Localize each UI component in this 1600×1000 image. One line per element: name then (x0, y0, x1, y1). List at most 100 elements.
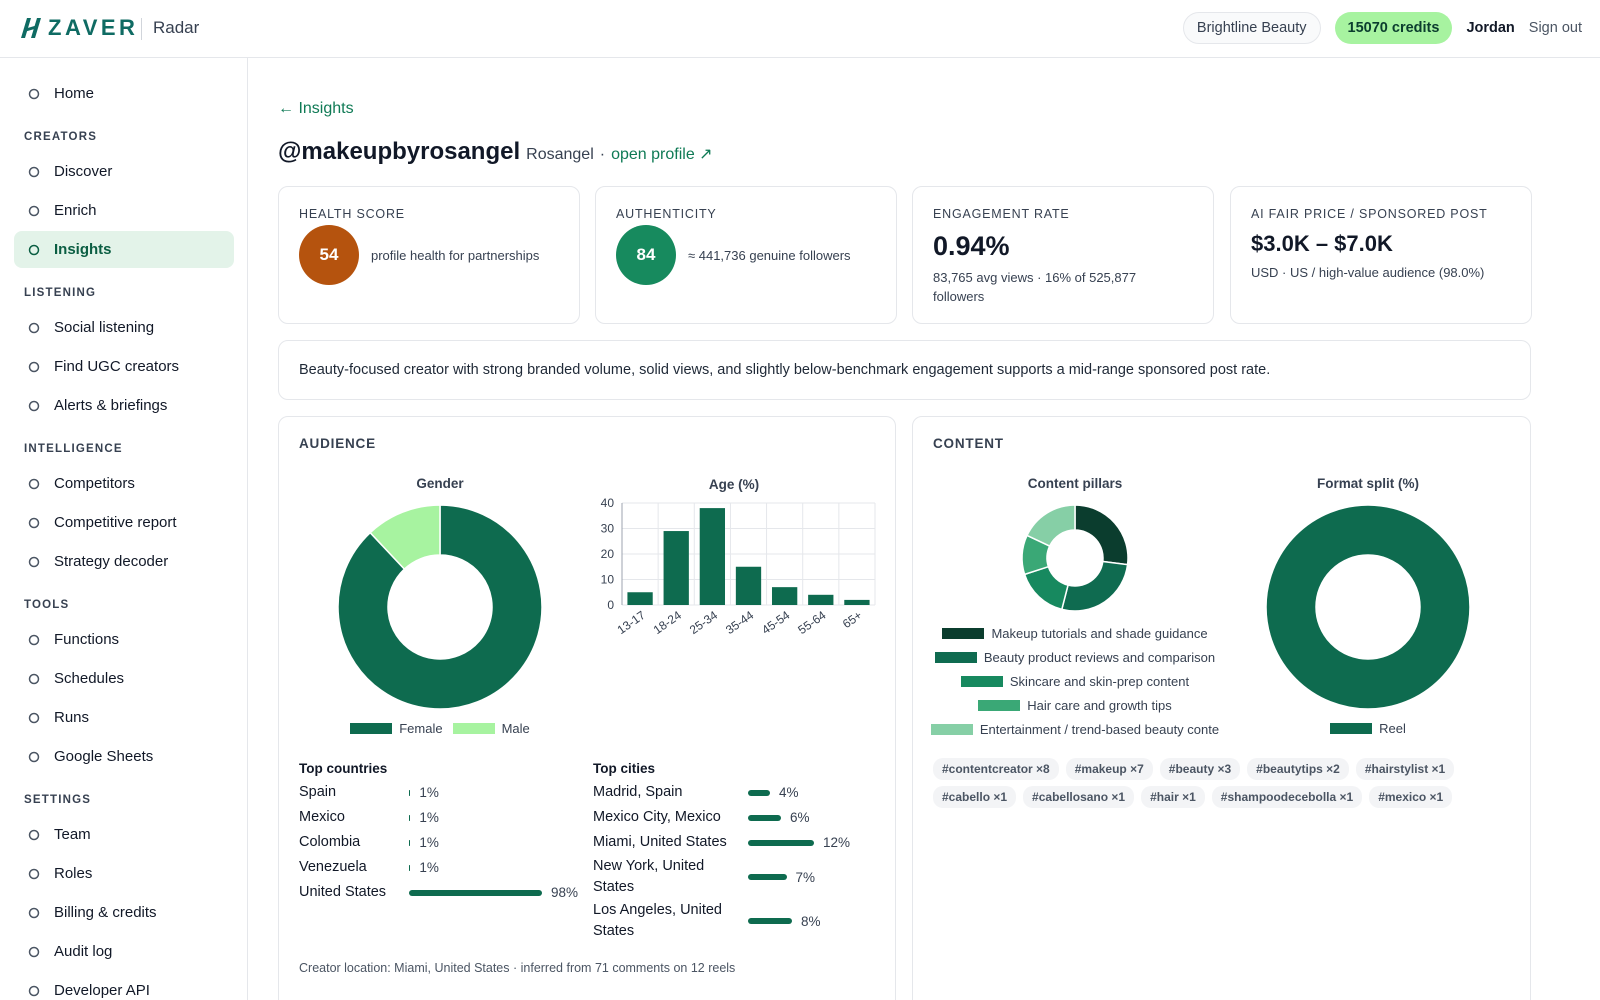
legend-item: Beauty product reviews and comparison (934, 647, 1216, 667)
tag[interactable]: #shampoodecebolla ×1 (1211, 786, 1363, 808)
nav-item[interactable]: Competitive report (14, 504, 234, 541)
icon-shape (28, 673, 40, 684)
list-value: 4% (779, 785, 799, 800)
user-name: Jordan (1466, 20, 1515, 36)
workspace-pill[interactable]: Brightline Beauty (1182, 12, 1321, 44)
tag[interactable]: #cabellosano ×1 (1023, 786, 1135, 808)
nav-label: Competitive report (54, 514, 177, 531)
x-tick-label: 25-34 (687, 608, 720, 637)
list-bar (748, 874, 787, 880)
y-tick-label: 0 (607, 598, 614, 612)
legend-swatch (934, 651, 977, 663)
donut-slice (1265, 504, 1471, 710)
legend-swatch (452, 722, 495, 734)
nav-icon (28, 712, 40, 723)
chart: Gender Female Male (330, 470, 550, 738)
list-bar-cell: 6% (748, 810, 810, 825)
tag[interactable]: #hairstylist ×1 (1355, 758, 1455, 780)
nav-label: Roles (54, 865, 93, 882)
legend-swatch (942, 627, 985, 639)
nav-section-title: TOOLS (24, 599, 70, 611)
icon-shape (28, 829, 40, 840)
nav-item[interactable]: Discover (14, 153, 234, 190)
nav-label: Billing & credits (54, 904, 157, 921)
x-tick-label: 45-54 (759, 608, 792, 637)
nav-item[interactable]: Team (14, 816, 234, 853)
legend-label: Entertainment / trend-based beauty conte (979, 721, 1220, 737)
tag[interactable]: #makeup ×7 (1065, 758, 1153, 780)
nav-item[interactable]: Developer API (14, 972, 234, 1000)
nav-item[interactable]: Competitors (14, 465, 234, 502)
nav-item[interactable]: Strategy decoder (14, 543, 234, 580)
bar (808, 594, 834, 605)
list-name: New York, United States (593, 858, 705, 895)
nav-item[interactable]: Insights (14, 231, 234, 268)
nav-item[interactable]: Find UGC creators (14, 348, 234, 385)
product-name: Radar (153, 18, 200, 37)
donut-slice (1074, 504, 1129, 566)
metric-value: 0.94% (933, 231, 1010, 261)
back-link[interactable]: ← Insights (278, 100, 354, 117)
legend-swatch (350, 722, 393, 734)
tag[interactable]: #hair ×1 (1141, 786, 1205, 808)
metric-label: AUTHENTICITY (616, 207, 717, 221)
nav-item[interactable]: Alerts & briefings (14, 387, 234, 424)
list-name: Colombia (299, 834, 361, 850)
y-tick-label: 40 (601, 496, 615, 510)
tag[interactable]: #mexico ×1 (1369, 786, 1453, 808)
profile-header: @makeupbyrosangel Rosangel · open profil… (278, 138, 713, 166)
tag[interactable]: #contentcreator ×8 (933, 758, 1059, 780)
sign-out[interactable]: Sign out (1528, 20, 1582, 36)
nav-section-title: INTELLIGENCE (24, 443, 123, 455)
nav-item[interactable]: Schedules (14, 660, 234, 697)
chart-title: Format split (%) (1316, 476, 1419, 491)
tag[interactable]: #beautytips ×2 (1247, 758, 1349, 780)
audience-card (278, 416, 896, 1000)
nav-item[interactable]: Home (14, 75, 234, 112)
list-row: Mexico 1% (299, 805, 578, 830)
nav-item[interactable]: Audit log (14, 933, 234, 970)
icon-shape (28, 634, 40, 645)
list-bar-cell: 98% (409, 885, 578, 900)
list-bar-cell: 12% (748, 835, 850, 850)
list-row: United States 98% (299, 880, 578, 905)
nav-label: Enrich (54, 202, 97, 219)
bar (699, 508, 726, 605)
bar (627, 592, 653, 605)
chart: Format split (%) Reel (1258, 470, 1478, 738)
nav-item[interactable]: Roles (14, 855, 234, 892)
nav-item[interactable]: Google Sheets (14, 738, 234, 775)
list-value: 1% (419, 785, 439, 800)
bar (663, 531, 689, 605)
nav-icon (28, 556, 40, 567)
list-value: 7% (795, 869, 816, 885)
nav-icon (28, 673, 40, 684)
logo-icon (21, 18, 41, 38)
tag-list: #contentcreator ×8 #makeup ×7 #beauty ×3 #b… (933, 758, 1523, 808)
nav-label: Functions (54, 631, 120, 648)
icon-shape (28, 322, 40, 333)
donut (337, 504, 543, 710)
tag[interactable]: #cabello ×1 (933, 786, 1017, 808)
nav-item[interactable]: Enrich (14, 192, 234, 229)
nav-item[interactable]: Social listening (14, 309, 234, 346)
score-badge: 84 (616, 225, 676, 285)
icon-shape (28, 88, 40, 99)
legend-swatch (978, 699, 1021, 711)
list-value: 12% (823, 835, 851, 850)
legend-swatch (1330, 722, 1373, 734)
nav-item[interactable]: Billing & credits (14, 894, 234, 931)
legend-label: Beauty product reviews and comparison (983, 649, 1216, 665)
icon-shape (28, 751, 40, 762)
metric-label: AI FAIR PRICE / SPONSORED POST (1251, 207, 1488, 221)
list-row: Miami, United States 12% (593, 830, 850, 855)
profile-link[interactable]: open profile ↗ (611, 146, 713, 163)
tag[interactable]: #beauty ×3 (1159, 758, 1241, 780)
nav-label: Schedules (54, 670, 125, 687)
donut-slice (1060, 560, 1129, 612)
nav-item[interactable]: Functions (14, 621, 234, 658)
separator: · (599, 146, 606, 163)
nav-item[interactable]: Runs (14, 699, 234, 736)
nav-label: Audit log (54, 943, 113, 960)
bar-chart: Age (%) 0 10 20 30 40 13-17 18-24 25-34 35-44 45-5… (601, 477, 876, 637)
